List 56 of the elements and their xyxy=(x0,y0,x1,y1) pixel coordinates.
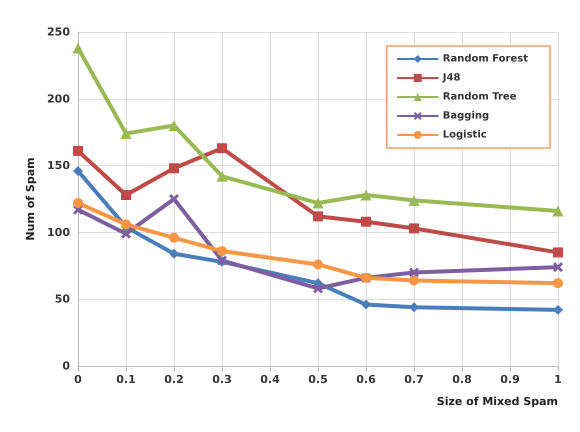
point xyxy=(120,128,132,140)
y-tick-label: 100 xyxy=(47,226,70,239)
point xyxy=(121,219,131,230)
point xyxy=(73,166,83,176)
point xyxy=(409,276,419,286)
legend-label: J48 xyxy=(442,72,460,84)
legend-label: Bagging xyxy=(442,110,490,122)
point xyxy=(553,278,563,288)
x-tick-label: 1 xyxy=(554,373,562,386)
y-tick-label: 0 xyxy=(62,360,70,372)
x-tick-label: 0.1 xyxy=(116,373,136,386)
point xyxy=(121,228,131,239)
point xyxy=(312,198,324,209)
point xyxy=(217,246,227,256)
x-tick-label: 0.9 xyxy=(500,373,520,386)
point xyxy=(313,284,323,294)
point xyxy=(553,262,563,272)
point xyxy=(216,170,228,182)
point xyxy=(313,259,323,270)
x-tick-label: 0.6 xyxy=(356,373,376,386)
point xyxy=(169,163,179,174)
point xyxy=(553,304,563,315)
point xyxy=(73,198,83,208)
point xyxy=(360,189,372,200)
point xyxy=(169,232,179,243)
x-tick-label: 0.7 xyxy=(404,373,424,386)
y-tick-label: 200 xyxy=(47,92,70,106)
point xyxy=(169,248,179,259)
point xyxy=(409,223,419,234)
legend-label: Random Tree xyxy=(442,92,517,102)
x-tick-label: 0.5 xyxy=(308,373,328,386)
y-tick-label: 50 xyxy=(54,292,70,306)
point xyxy=(73,146,83,156)
point xyxy=(553,247,563,258)
point xyxy=(361,216,371,227)
point xyxy=(409,302,419,312)
x-tick-label: 0 xyxy=(74,373,82,386)
point xyxy=(313,211,323,222)
y-tick-label: 150 xyxy=(47,159,70,172)
point xyxy=(552,206,564,217)
y-axis-title: Num of Spam xyxy=(24,157,37,241)
point xyxy=(409,267,419,278)
legend-label: Logistic xyxy=(442,130,487,140)
point xyxy=(121,190,131,200)
point xyxy=(408,194,420,206)
x-axis-title: Size of Mixed Spam xyxy=(436,395,558,408)
x-tick-label: 0.8 xyxy=(452,373,472,386)
point xyxy=(361,300,371,310)
x-tick-label: 0.3 xyxy=(212,373,232,386)
x-tick-label: 0.2 xyxy=(164,373,184,386)
point xyxy=(169,194,179,204)
point xyxy=(217,143,227,154)
x-tick-label: 0.4 xyxy=(260,373,280,386)
point xyxy=(72,42,84,54)
y-tick-label: 250 xyxy=(47,26,70,38)
legend-label: Random Forest xyxy=(442,54,528,64)
